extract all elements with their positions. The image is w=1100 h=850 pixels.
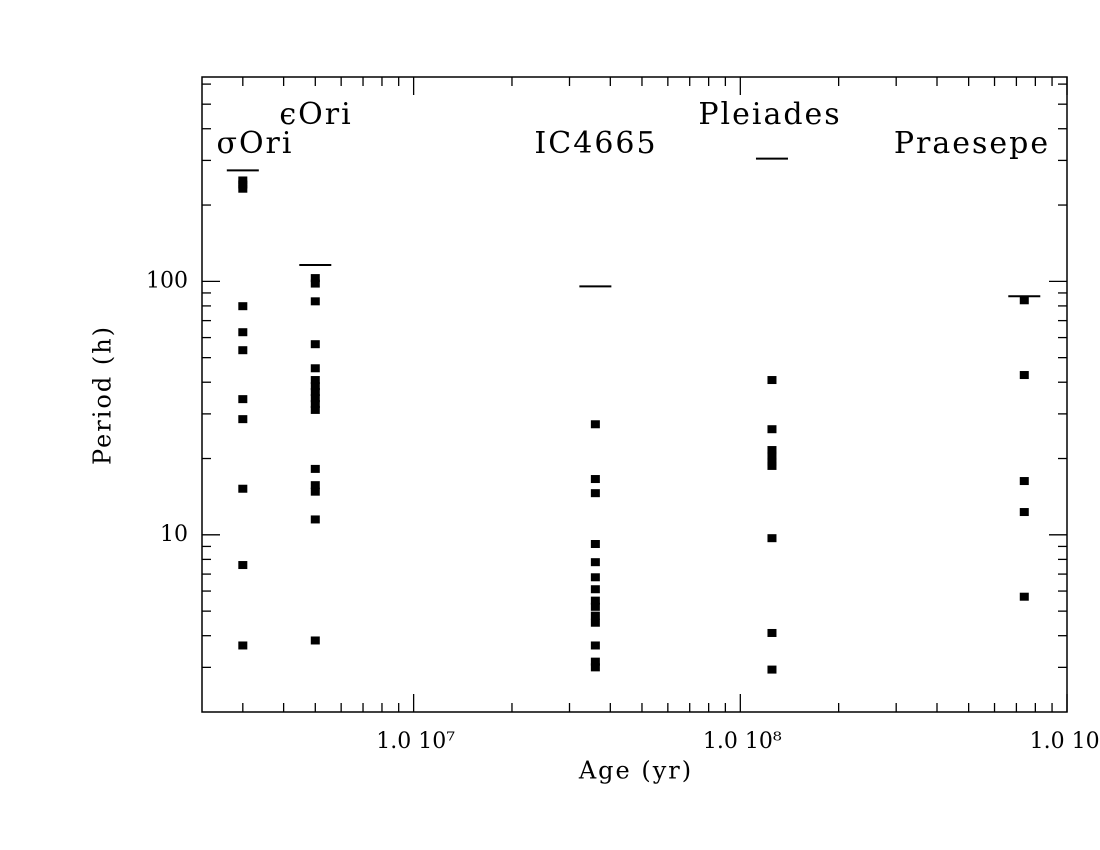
point <box>1019 508 1029 517</box>
point <box>590 596 600 605</box>
point <box>238 346 248 355</box>
point <box>767 665 777 674</box>
point <box>238 395 248 404</box>
y-tick-label: 10 <box>160 522 188 547</box>
x-tick-label: 1.0 10⁹ <box>1030 729 1100 754</box>
x-tick-label: 1.0 10⁸ <box>703 729 782 754</box>
point <box>590 585 600 594</box>
plot-frame <box>201 76 1068 713</box>
point <box>238 484 248 493</box>
point <box>590 489 600 498</box>
point <box>590 611 600 620</box>
point <box>238 180 248 189</box>
point <box>590 641 600 650</box>
point <box>310 515 320 524</box>
point <box>238 561 248 570</box>
point <box>310 405 320 414</box>
point <box>310 297 320 306</box>
point <box>310 636 320 645</box>
point <box>310 376 320 385</box>
point <box>310 382 320 391</box>
cluster-label: IC4665 <box>534 126 657 161</box>
point <box>590 420 600 429</box>
point <box>238 176 248 185</box>
point <box>310 400 320 409</box>
point <box>238 184 248 193</box>
y-tick-label: 100 <box>146 268 188 293</box>
point <box>310 364 320 373</box>
point <box>590 558 600 567</box>
point <box>238 302 248 311</box>
cluster-label: Pleiades <box>698 97 841 132</box>
point <box>1019 371 1029 380</box>
y-axis-title: Period (h) <box>89 325 117 465</box>
cluster-label: σOri <box>216 126 293 161</box>
point <box>238 328 248 337</box>
point <box>590 602 600 611</box>
point <box>767 446 777 455</box>
cluster-label: ϵOri <box>279 97 352 132</box>
point <box>310 394 320 403</box>
point <box>310 464 320 473</box>
point <box>310 387 320 396</box>
point <box>1019 296 1029 305</box>
point <box>238 641 248 650</box>
point <box>310 279 320 288</box>
point <box>590 663 600 672</box>
point <box>767 457 777 466</box>
point <box>310 274 320 283</box>
x-axis-title: Age (yr) <box>578 757 693 785</box>
point <box>767 451 777 460</box>
point <box>238 415 248 424</box>
point <box>767 534 777 543</box>
point <box>1019 592 1029 601</box>
point <box>590 540 600 549</box>
cluster-label: Praesepe <box>894 126 1050 161</box>
point <box>590 618 600 627</box>
point <box>767 461 777 470</box>
point <box>590 657 600 666</box>
point <box>1019 477 1029 486</box>
point <box>310 481 320 490</box>
point <box>590 475 600 484</box>
point <box>767 376 777 385</box>
point <box>767 628 777 637</box>
point <box>310 340 320 349</box>
point <box>310 487 320 496</box>
point <box>767 425 777 434</box>
point <box>590 573 600 582</box>
x-tick-label: 1.0 10⁷ <box>376 729 455 754</box>
